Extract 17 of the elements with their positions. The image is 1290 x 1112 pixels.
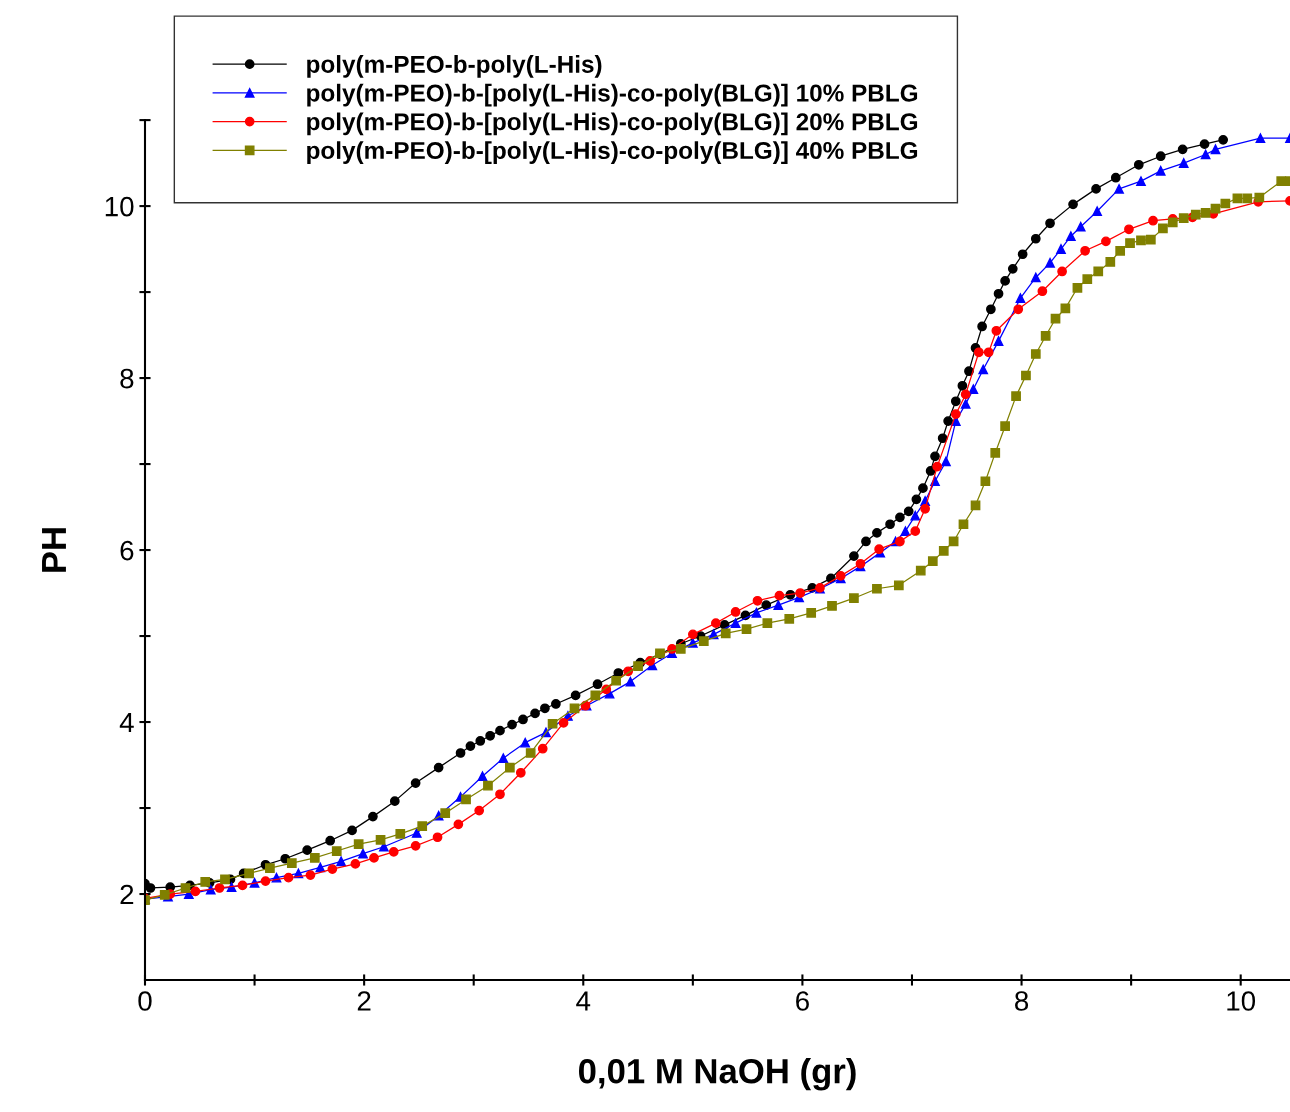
x-tick-label: 0 bbox=[138, 991, 152, 1011]
y-tick-label: 6 bbox=[120, 540, 134, 561]
legend-label: poly(m-PEO)-b-[poly(L-His)-co-poly(BLG)] 10% PBLG bbox=[307, 83, 918, 107]
y-tick-label: 4 bbox=[119, 712, 134, 733]
legend-label: poly(m-PEO)-b-[poly(L-His)-co-poly(BLG)] 20% PBLG bbox=[307, 112, 918, 136]
y-tick-label: 8 bbox=[120, 368, 134, 389]
x-tick-label: 4 bbox=[576, 991, 591, 1011]
x-tick-label: 6 bbox=[796, 991, 809, 1011]
legend-label: poly(m-PEO-b-poly(L-His) bbox=[307, 55, 602, 78]
x-tick-label: 10 bbox=[1227, 991, 1256, 1011]
x-tick-label: 2 bbox=[357, 991, 371, 1011]
x-tick-label: 8 bbox=[1015, 991, 1029, 1011]
y-axis-title: PH bbox=[42, 528, 66, 572]
y-tick-label: 2 bbox=[120, 884, 134, 905]
y-tick-label: 10 bbox=[105, 196, 134, 217]
legend-label: poly(m-PEO)-b-[poly(L-His)-co-poly(BLG)] 40% PBLG bbox=[307, 141, 918, 164]
x-axis-title: 0,01 M NaOH (gr) bbox=[579, 1057, 856, 1091]
